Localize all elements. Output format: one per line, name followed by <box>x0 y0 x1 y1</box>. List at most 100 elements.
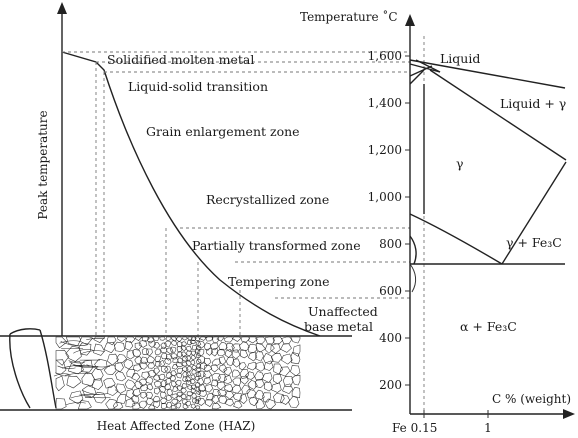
grain <box>165 401 173 409</box>
columnar-grain <box>81 389 108 395</box>
grain <box>194 382 200 388</box>
grain <box>273 373 283 385</box>
grain <box>280 343 292 353</box>
grain <box>190 359 196 366</box>
weld-bead-left <box>9 333 31 409</box>
grain <box>154 348 162 356</box>
grain <box>191 369 197 375</box>
grain <box>176 368 183 375</box>
grain <box>263 381 273 392</box>
grain <box>225 356 235 366</box>
grain <box>165 371 173 379</box>
grain <box>279 366 291 377</box>
weld-bead-right <box>39 329 57 409</box>
columnar-grains <box>53 338 111 406</box>
grain <box>172 386 179 392</box>
columnar-grain <box>68 360 85 364</box>
grain <box>115 383 127 394</box>
grain <box>190 403 196 409</box>
grain <box>194 336 201 341</box>
grain <box>255 336 266 345</box>
grain <box>166 347 174 355</box>
grain <box>116 393 127 404</box>
zone-liquid-solid: Liquid-solid transition <box>128 79 268 94</box>
grain <box>176 341 183 348</box>
grain <box>239 393 248 404</box>
grain <box>255 343 266 353</box>
peak-temp-label: Peak temperature <box>36 110 50 219</box>
grain <box>210 347 219 357</box>
grain <box>80 360 93 373</box>
grain <box>211 336 220 343</box>
grain <box>182 404 189 410</box>
grain <box>254 378 265 389</box>
grain <box>197 348 205 357</box>
grain <box>240 375 249 385</box>
columnar-grain <box>59 340 81 344</box>
grain <box>217 389 227 397</box>
phase-liquid-gamma: Liquid + γ <box>500 96 566 111</box>
grain <box>204 336 214 342</box>
grain <box>148 404 156 410</box>
grain <box>241 385 251 395</box>
grain <box>124 379 136 390</box>
zone-partially-transformed: Partially transformed zone <box>192 238 361 253</box>
columnar-grain <box>86 396 111 399</box>
grain <box>262 392 272 403</box>
grain <box>210 342 219 351</box>
grain <box>248 336 258 344</box>
solidus-line <box>429 69 567 161</box>
columnar-grain <box>73 349 94 354</box>
grain <box>152 336 160 341</box>
columnar-grain <box>65 402 86 406</box>
grain <box>225 391 235 400</box>
grain <box>177 357 184 364</box>
tick-1600: 1,600 <box>368 49 402 63</box>
a3-line <box>409 213 503 265</box>
grain <box>216 381 226 391</box>
grain <box>240 336 250 343</box>
grain <box>165 395 173 401</box>
grain <box>197 378 205 386</box>
grain <box>198 383 206 393</box>
grain <box>160 352 168 360</box>
grain <box>288 395 300 408</box>
phase-gamma-fe3c: γ + Fe₃C <box>506 235 562 250</box>
temp-axis-arrow-icon <box>405 14 415 26</box>
grain <box>134 380 144 389</box>
grain <box>154 355 161 363</box>
carbon-axis-label: C % (weight) <box>492 392 571 406</box>
grain <box>180 387 187 394</box>
grain <box>148 340 157 348</box>
grain <box>107 384 119 396</box>
grain <box>226 343 235 353</box>
grain <box>170 404 177 410</box>
grain <box>117 336 127 343</box>
grain <box>181 366 189 372</box>
grain <box>166 388 173 397</box>
tick-400: 400 <box>379 331 402 345</box>
grain <box>190 374 196 380</box>
grain <box>196 345 202 351</box>
grain <box>177 385 184 392</box>
temp-axis-label: Temperature ˚C <box>300 9 398 24</box>
grain <box>248 351 258 362</box>
grain <box>197 340 206 349</box>
grain <box>223 384 234 393</box>
grain <box>223 336 233 343</box>
grain <box>261 372 273 383</box>
grain <box>204 358 212 366</box>
grain <box>262 352 274 365</box>
grain <box>189 339 197 345</box>
grain <box>138 400 147 409</box>
grain <box>112 401 124 410</box>
grain <box>140 391 148 399</box>
grain <box>138 340 148 348</box>
grain <box>272 393 285 404</box>
temp-ticks: 1,600 1,400 1,200 1,000 800 600 400 200 <box>368 49 410 392</box>
grain <box>264 343 275 354</box>
grain <box>171 363 179 370</box>
grain <box>114 362 124 373</box>
grain <box>169 346 177 353</box>
grain <box>164 365 171 373</box>
